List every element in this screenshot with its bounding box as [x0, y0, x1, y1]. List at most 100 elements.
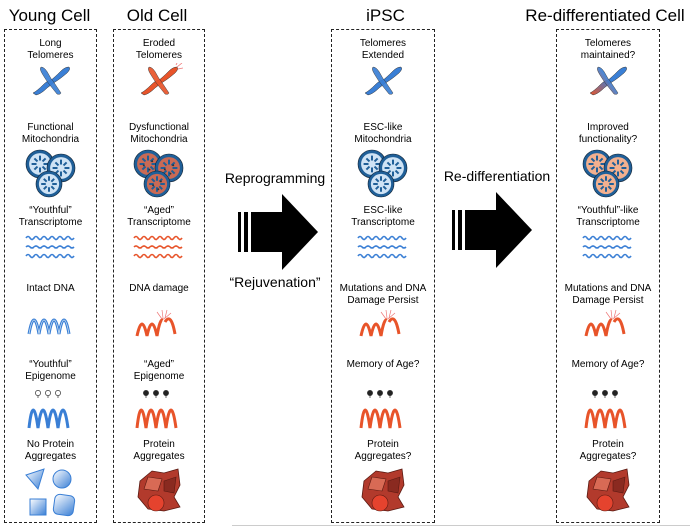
dna-label: Mutations and DNA Damage Persist	[557, 283, 659, 307]
aggregates-label: Protein Aggregates?	[332, 439, 434, 463]
transcriptome-label-line: “Aged”	[143, 205, 174, 216]
epigenome-icon	[133, 390, 185, 437]
epigenome-icon	[582, 390, 634, 437]
epigenome-label-line: Epigenome	[133, 371, 185, 382]
epigenome-label: “Youthful” Epigenome	[5, 359, 96, 383]
epigenome-label-line: “Aged”	[143, 359, 174, 370]
aggregates-label-line: No Protein	[26, 439, 75, 450]
aggregates-label-line: Aggregates?	[354, 451, 412, 462]
mitochondria-label-line: Mitochondria	[130, 134, 188, 145]
epigenome-label-line: Memory of Age?	[346, 359, 420, 370]
aggregates-label: Protein Aggregates?	[557, 439, 659, 463]
epigenome-label-line: “Youthful”	[29, 359, 72, 370]
aggregates-label-line: Protein	[143, 439, 175, 450]
telomeres-icon	[27, 63, 75, 102]
aggregates-label-line: Protein	[592, 439, 624, 450]
column-title-ipsc: iPSC	[366, 6, 405, 25]
column-title-young-cell: Young Cell	[8, 6, 91, 25]
transcriptome-icon	[132, 232, 186, 267]
telomeres-label-line: Eroded	[142, 38, 176, 49]
mitochondria-label: Dysfunctional Mitochondria	[114, 122, 204, 146]
dna-label-line: Damage Persist	[347, 295, 419, 306]
telomeres-label: Eroded Telomeres	[114, 38, 204, 62]
mitochondria-label-line: ESC-like	[363, 122, 403, 133]
reprogramming-arrow	[238, 194, 318, 270]
telomeres-label-line: Telomeres	[27, 50, 74, 61]
redifferentiation-arrow	[452, 192, 532, 268]
redifferentiation-label: Re-differentiation	[443, 168, 551, 184]
dna-label-line: Damage Persist	[572, 295, 644, 306]
mitochondria-icon	[23, 148, 79, 203]
mitochondria-label-line: Functional	[27, 122, 74, 133]
dna-label-line: Intact DNA	[26, 283, 75, 294]
epigenome-label: “Aged” Epigenome	[114, 359, 204, 383]
transcriptome-label-line: “Youthful”-like	[577, 205, 639, 216]
aggregates-icon	[358, 467, 408, 520]
dna-icon	[133, 308, 185, 347]
dna-icon	[357, 308, 409, 347]
epigenome-label: Memory of Age?	[557, 359, 659, 371]
young-cell-panel: Long Telomeres Functional Mitochondria	[4, 29, 97, 523]
rejuvenation-label: “Rejuvenation”	[229, 274, 321, 290]
mitochondria-label-line: Mitochondria	[21, 134, 80, 145]
mitochondria-icon	[131, 148, 187, 203]
dna-label: Intact DNA	[5, 283, 96, 295]
dna-label-line: DNA damage	[129, 283, 189, 294]
old-cell-panel: Eroded Telomeres Dysfunctional Mitochondri…	[113, 29, 205, 523]
reprogramming-label: Reprogramming	[224, 170, 326, 186]
transcriptome-label-line: Transcriptome	[18, 217, 83, 228]
mitochondria-icon	[580, 148, 636, 203]
telomeres-icon	[359, 63, 407, 102]
telomeres-label: Long Telomeres	[5, 38, 96, 62]
dna-label-line: Mutations and DNA	[564, 283, 652, 294]
mitochondria-label: Functional Mitochondria	[5, 122, 96, 146]
mitochondria-icon	[355, 148, 411, 203]
transcriptome-icon	[356, 232, 410, 267]
transcriptome-icon	[24, 232, 78, 267]
aggregates-icon	[22, 467, 80, 530]
telomeres-label-line: maintained?	[580, 50, 636, 61]
transcriptome-label: ESC-like Transcriptome	[332, 205, 434, 229]
ipsc-panel: Telomeres Extended ESC-like Mitochondria	[331, 29, 435, 523]
transcriptome-label-line: Transcriptome	[576, 217, 640, 228]
mitochondria-label-line: functionality?	[578, 134, 638, 145]
bottom-rule	[232, 525, 690, 526]
epigenome-label-line: Memory of Age?	[571, 359, 645, 370]
aggregates-icon	[583, 467, 633, 520]
transcriptome-label-line: ESC-like	[363, 205, 403, 216]
aggregates-label-line: Aggregates?	[579, 451, 637, 462]
telomeres-label-line: Long	[39, 38, 62, 49]
mitochondria-label: ESC-like Mitochondria	[332, 122, 434, 146]
telomeres-label-line: Extended	[361, 50, 405, 61]
epigenome-icon	[357, 390, 409, 437]
telomeres-label-line: Telomeres	[359, 38, 407, 49]
mitochondria-label: Improved functionality?	[557, 122, 659, 146]
epigenome-label-line: Epigenome	[25, 371, 76, 382]
dna-icon	[582, 308, 634, 347]
transcriptome-label: “Youthful”-like Transcriptome	[557, 205, 659, 229]
dna-label-line: Mutations and DNA	[339, 283, 427, 294]
telomeres-label: Telomeres maintained?	[557, 38, 659, 62]
telomeres-label-line: Telomeres	[584, 38, 632, 49]
telomeres-icon	[135, 60, 184, 102]
dna-label: DNA damage	[114, 283, 204, 295]
column-title-redifferentiated-cell: Re-differentiated Cell	[525, 6, 685, 25]
mitochondria-label-line: Improved	[587, 122, 629, 133]
telomeres-label: Telomeres Extended	[332, 38, 434, 62]
transcriptome-label: “Youthful” Transcriptome	[5, 205, 96, 229]
transcriptome-label-line: Transcriptome	[127, 217, 191, 228]
aggregates-label-line: Aggregates	[24, 451, 77, 462]
column-title-old-cell: Old Cell	[126, 6, 188, 25]
telomeres-label-line: Telomeres	[135, 50, 183, 61]
transcriptome-label-line: “Youthful”	[29, 205, 72, 216]
transcriptome-label: “Aged” Transcriptome	[114, 205, 204, 229]
epigenome-icon	[25, 390, 77, 437]
redifferentiated-cell-panel: Telomeres maintained? Improved functionali…	[556, 29, 660, 523]
epigenome-label: Memory of Age?	[332, 359, 434, 371]
aggregates-label-line: Aggregates	[133, 451, 185, 462]
dna-icon	[25, 308, 77, 343]
aggregates-label: No Protein Aggregates	[5, 439, 96, 463]
telomeres-icon	[584, 63, 632, 102]
aggregates-icon	[134, 467, 184, 520]
transcriptome-label-line: Transcriptome	[351, 217, 415, 228]
